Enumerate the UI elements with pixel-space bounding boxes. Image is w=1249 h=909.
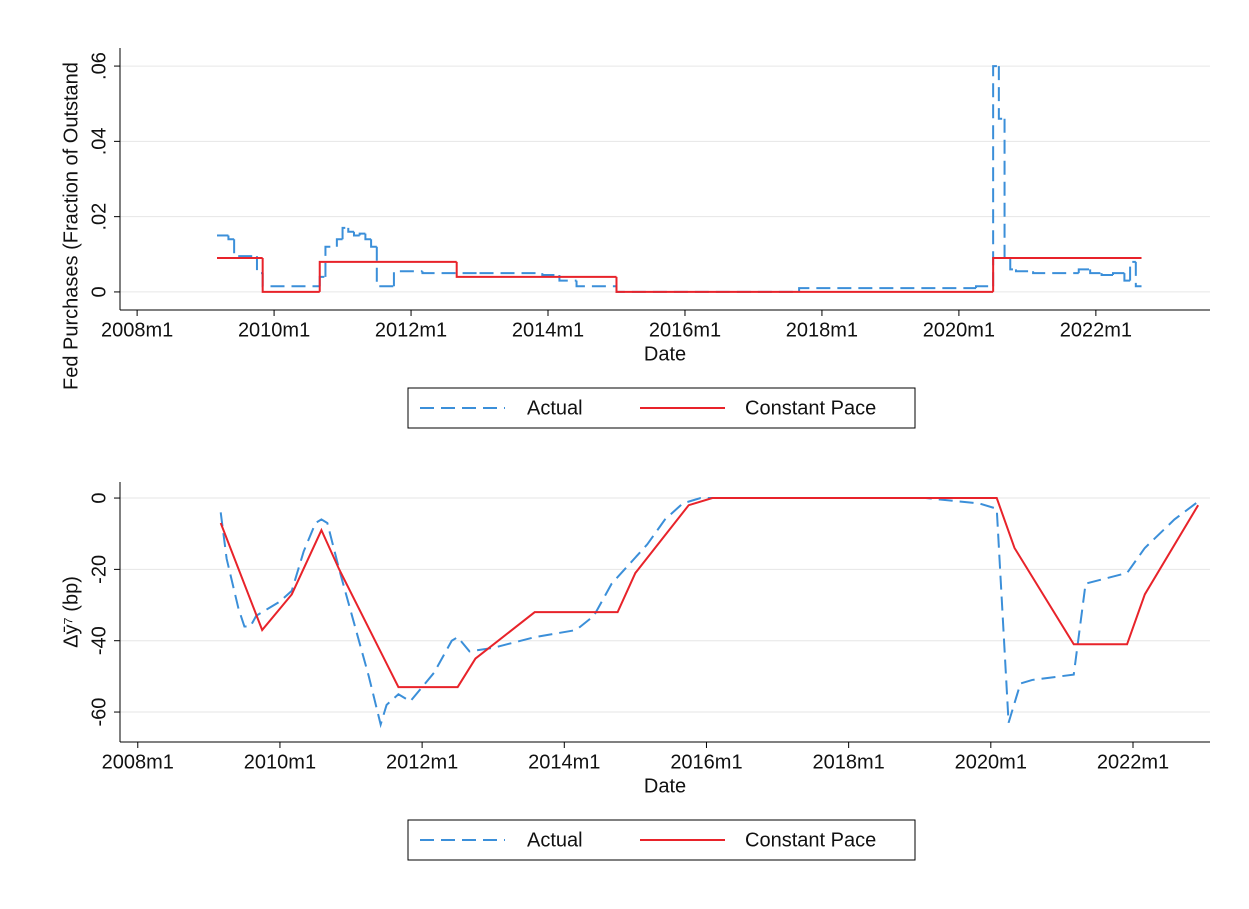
y-tick-label: -60	[88, 698, 110, 727]
step-segment	[992, 257, 1142, 292]
step-segment	[1134, 261, 1142, 288]
step-segment	[370, 239, 377, 248]
y-tick-label: .06	[88, 52, 110, 80]
legend-label: Actual	[527, 829, 583, 851]
series-line	[219, 497, 1199, 729]
step-segment	[227, 235, 235, 241]
step-segment	[1077, 268, 1091, 274]
legend-label: Actual	[527, 397, 583, 419]
step-segment	[392, 270, 423, 287]
x-axis-title: Date	[644, 775, 686, 797]
step-segment	[352, 231, 360, 237]
y-tick-label: 0	[88, 492, 110, 503]
step-segment	[1032, 271, 1079, 275]
series-line	[219, 497, 1200, 689]
step-segment	[261, 273, 320, 288]
step-segment	[1100, 273, 1113, 276]
step-segment	[341, 226, 349, 240]
legend-label: Constant Pace	[745, 397, 876, 419]
x-tick-label: 2008m1	[102, 751, 174, 773]
x-tick-label: 2012m1	[375, 319, 447, 341]
step-segment	[975, 285, 994, 289]
y-axis-title: Fed Purchases (Fraction of Outstand	[60, 62, 82, 390]
x-tick-label: 2016m1	[649, 319, 721, 341]
x-tick-label: 2012m1	[386, 751, 458, 773]
x-tick-label: 2014m1	[512, 319, 584, 341]
y-tick-label: -40	[88, 626, 110, 655]
step-segment	[997, 66, 1005, 120]
step-segment	[255, 256, 263, 275]
x-tick-label: 2016m1	[670, 751, 742, 773]
y-tick-label: 0	[88, 286, 110, 297]
step-segment	[1089, 269, 1102, 275]
x-tick-label: 2020m1	[923, 319, 995, 341]
x-tick-label: 2018m1	[786, 319, 858, 341]
x-tick-label: 2022m1	[1060, 319, 1132, 341]
step-segment	[992, 65, 999, 287]
step-segment	[615, 276, 994, 293]
step-segment	[455, 261, 617, 278]
x-tick-label: 2010m1	[238, 319, 310, 341]
step-segment	[358, 232, 366, 236]
step-segment	[541, 273, 560, 276]
legend-label: Constant Pace	[745, 829, 876, 851]
step-segment	[1009, 258, 1016, 271]
step-segment	[375, 246, 394, 288]
x-tick-label: 2008m1	[101, 319, 173, 341]
step-segment	[798, 287, 977, 292]
step-segment	[364, 233, 372, 241]
step-segment	[421, 271, 480, 275]
step-segment	[318, 260, 457, 292]
step-segment	[233, 239, 257, 258]
y-tick-label: -20	[88, 555, 110, 584]
x-tick-label: 2022m1	[1097, 751, 1169, 773]
y-axis-title: Δȳ⁷ (bp)	[60, 576, 82, 648]
step-segment	[1111, 272, 1125, 275]
x-tick-label: 2014m1	[528, 751, 600, 773]
step-segment	[347, 227, 354, 233]
step-segment	[1129, 260, 1136, 281]
step-segment	[575, 280, 617, 288]
y-tick-label: .02	[88, 203, 110, 231]
y-tick-label: .04	[88, 127, 110, 155]
x-tick-label: 2020m1	[955, 751, 1027, 773]
step-segment	[1123, 273, 1131, 282]
x-tick-label: 2018m1	[813, 751, 885, 773]
step-segment	[1003, 118, 1011, 260]
x-tick-label: 2010m1	[244, 751, 316, 773]
step-segment	[1014, 269, 1034, 273]
step-segment	[324, 245, 337, 277]
step-segment	[261, 258, 320, 293]
step-segment	[335, 238, 343, 247]
x-axis-title: Date	[644, 343, 686, 365]
